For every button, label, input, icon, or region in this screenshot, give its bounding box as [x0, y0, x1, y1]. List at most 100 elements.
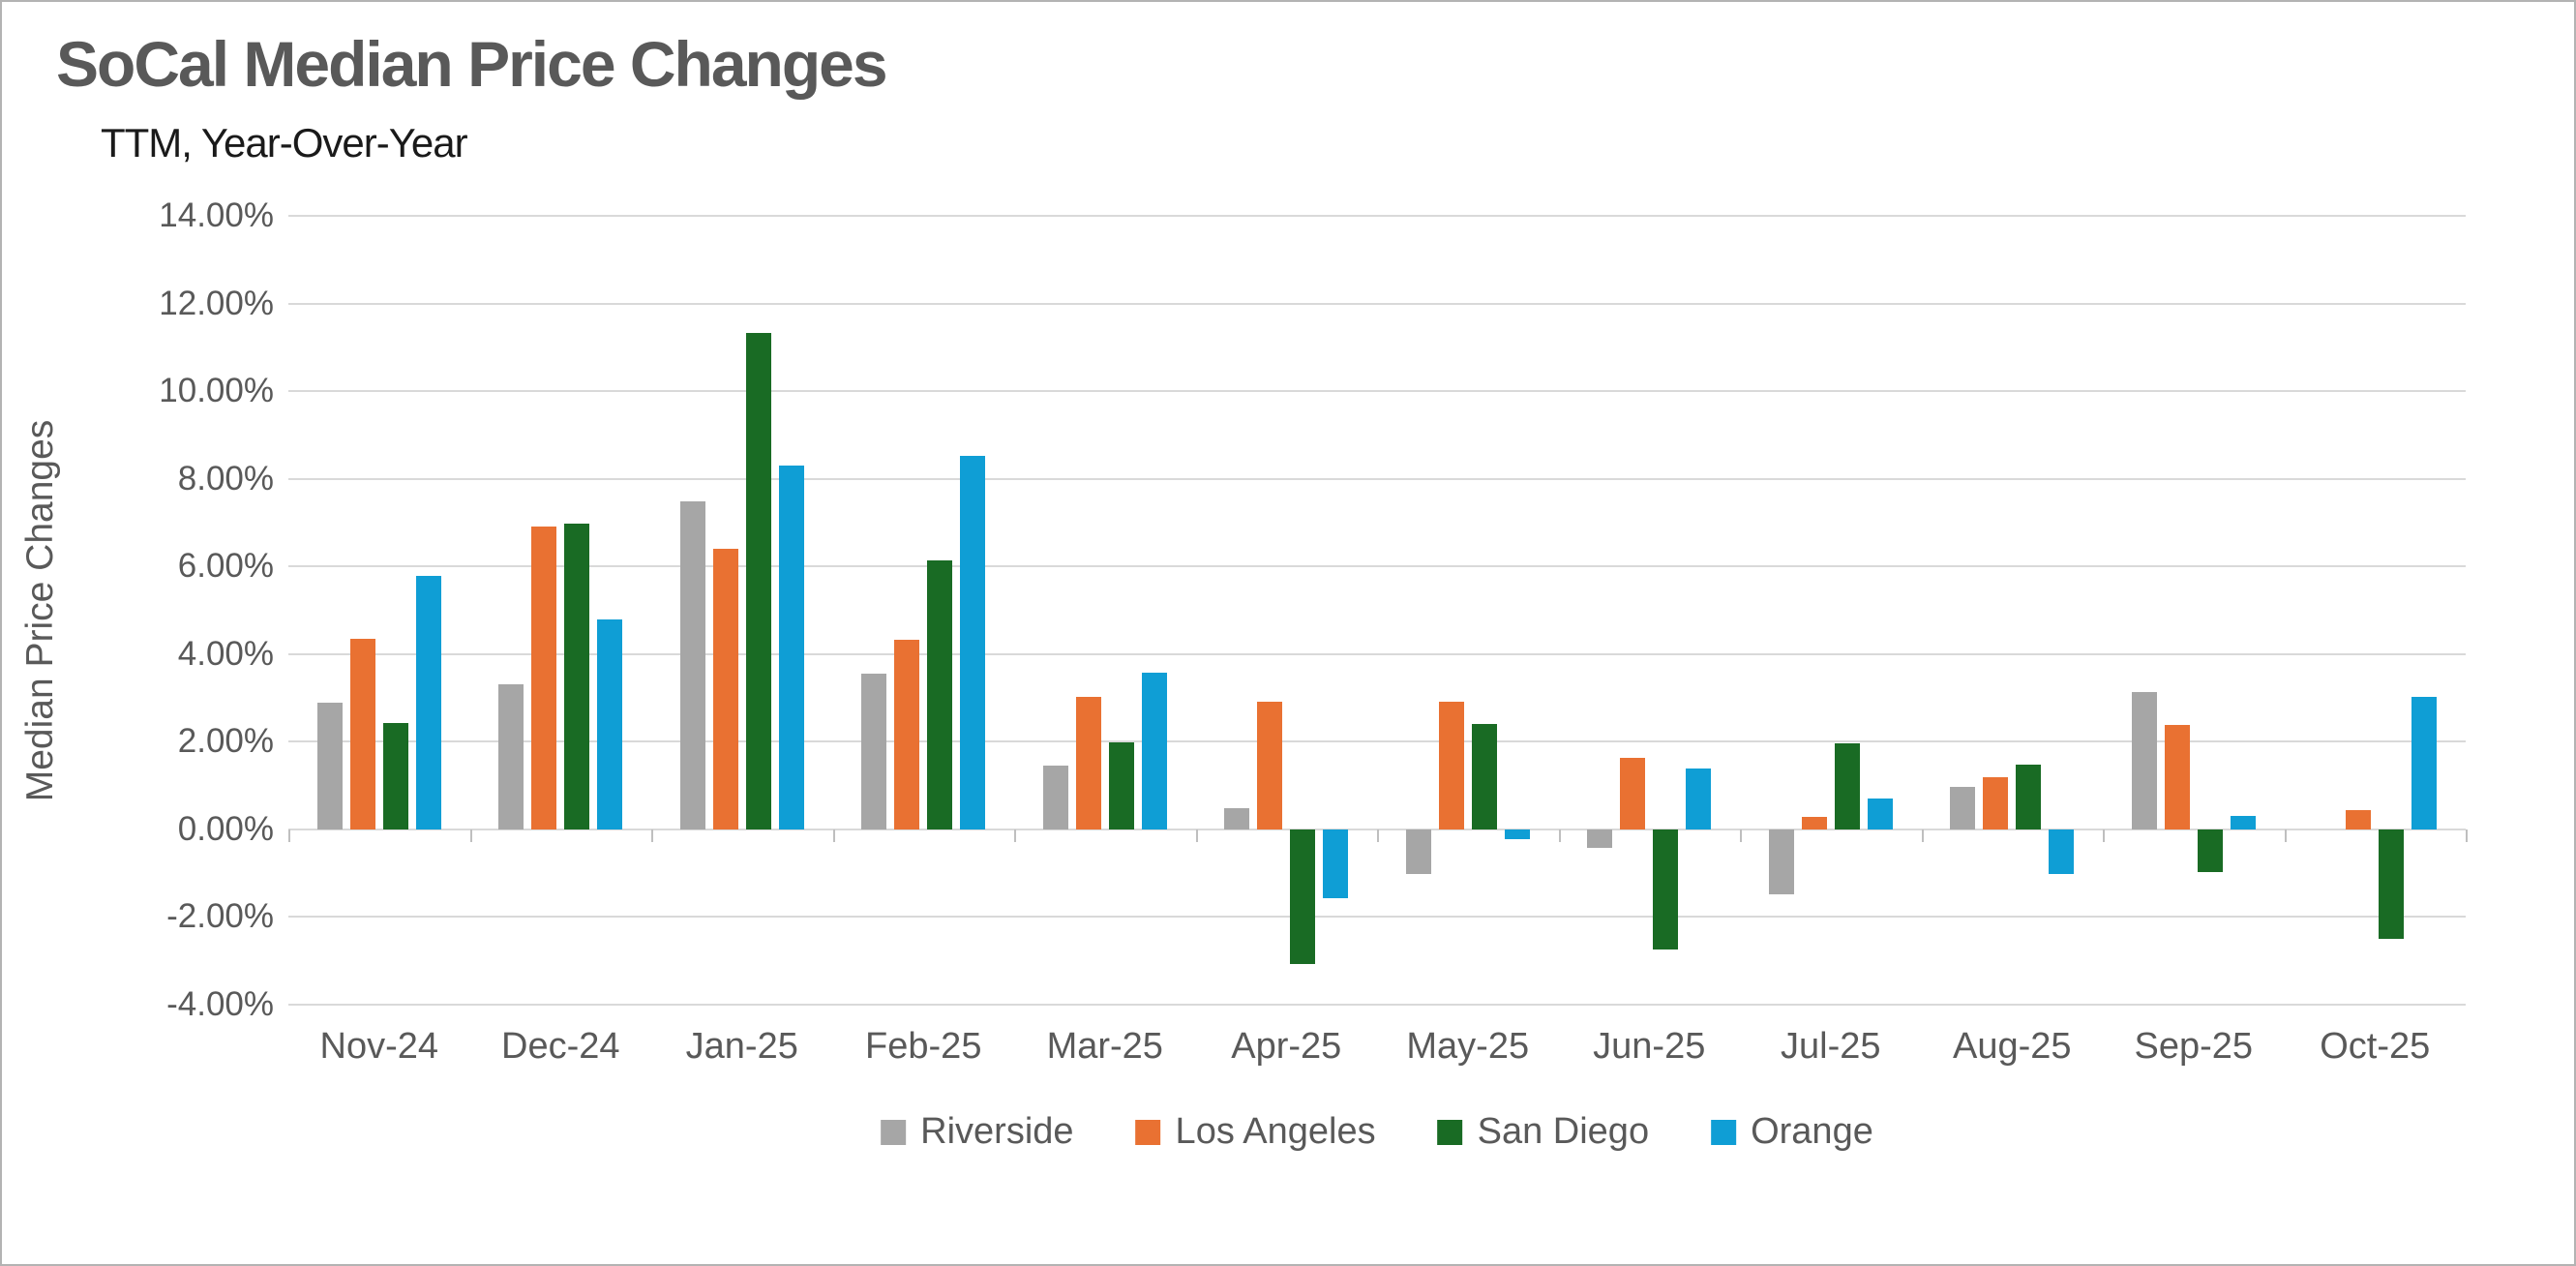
y-tick-label: 8.00%	[177, 459, 274, 497]
category-tick	[1559, 829, 1561, 842]
bar-orange-may-25	[1504, 829, 1530, 839]
bar-riverside-aug-25	[1950, 786, 1976, 829]
x-tick-label: Jan-25	[685, 1026, 798, 1067]
legend-item-los-angeles: Los Angeles	[1135, 1111, 1376, 1153]
gridline	[288, 916, 2466, 919]
y-tick-label: 10.00%	[159, 372, 274, 410]
bar-san-diego-aug-25	[2016, 764, 2042, 829]
bar-orange-jul-25	[1867, 798, 1893, 829]
bar-san-diego-dec-24	[564, 524, 590, 829]
bar-orange-feb-25	[960, 455, 986, 829]
bar-san-diego-jan-25	[745, 333, 771, 829]
bar-riverside-jun-25	[1587, 829, 1613, 849]
gridline	[288, 740, 2466, 743]
category-tick	[1922, 829, 1924, 842]
legend-item-orange: Orange	[1711, 1111, 1873, 1153]
bar-san-diego-feb-25	[927, 560, 953, 829]
category-tick	[470, 829, 472, 842]
bar-los-angeles-oct-25	[2346, 810, 2372, 829]
bar-san-diego-oct-25	[2379, 829, 2405, 940]
category-tick	[2103, 829, 2105, 842]
bar-orange-sep-25	[2230, 815, 2256, 829]
chart-subtitle: TTM, Year-Over-Year	[101, 120, 468, 166]
bar-orange-jun-25	[1686, 769, 1712, 829]
bar-riverside-feb-25	[861, 674, 887, 829]
y-tick-label: 0.00%	[177, 809, 274, 848]
x-tick-label: Feb-25	[865, 1026, 982, 1067]
x-tick-label: Jul-25	[1781, 1026, 1881, 1067]
gridline	[288, 1004, 2466, 1006]
bar-riverside-jan-25	[679, 500, 705, 829]
category-tick	[288, 829, 290, 842]
legend-label: Los Angeles	[1175, 1111, 1376, 1152]
category-tick	[1196, 829, 1198, 842]
legend-swatch-icon	[881, 1119, 907, 1145]
bar-san-diego-jun-25	[1653, 829, 1679, 950]
bar-los-angeles-feb-25	[894, 640, 920, 829]
x-tick-label: Nov-24	[319, 1026, 439, 1067]
legend-label: Orange	[1751, 1111, 1873, 1152]
bar-riverside-sep-25	[2131, 692, 2157, 829]
bar-riverside-nov-24	[316, 703, 343, 829]
y-tick-label: 12.00%	[159, 284, 274, 322]
x-tick-label: Aug-25	[1952, 1026, 2072, 1067]
chart-title: SoCal Median Price Changes	[56, 28, 888, 100]
category-tick	[651, 829, 653, 842]
bar-los-angeles-dec-24	[531, 527, 557, 829]
category-tick	[2466, 829, 2468, 842]
legend: Riverside Los Angeles San Diego Orange	[881, 1111, 1873, 1153]
legend-label: San Diego	[1477, 1111, 1650, 1152]
bar-orange-oct-25	[2411, 697, 2438, 829]
bar-orange-apr-25	[1323, 829, 1349, 898]
bar-los-angeles-jan-25	[712, 548, 738, 829]
x-tick-label: Oct-25	[2320, 1026, 2431, 1067]
legend-item-san-diego: San Diego	[1437, 1111, 1650, 1153]
bar-san-diego-jul-25	[1834, 743, 1860, 829]
y-tick-label: 2.00%	[177, 722, 274, 761]
legend-swatch-icon	[1135, 1119, 1161, 1145]
bar-riverside-apr-25	[1224, 807, 1250, 829]
category-tick	[833, 829, 835, 842]
category-tick	[1377, 829, 1379, 842]
x-tick-label: Mar-25	[1046, 1026, 1163, 1067]
bar-san-diego-mar-25	[1108, 741, 1134, 829]
bar-los-angeles-sep-25	[2164, 725, 2190, 829]
bar-orange-jan-25	[778, 465, 804, 829]
bar-san-diego-nov-24	[382, 722, 408, 829]
bar-san-diego-apr-25	[1290, 829, 1316, 964]
x-tick-label: May-25	[1406, 1026, 1530, 1067]
bar-los-angeles-aug-25	[1983, 777, 2009, 829]
bar-riverside-may-25	[1405, 829, 1431, 875]
bar-riverside-jul-25	[1768, 829, 1794, 895]
legend-label: Riverside	[920, 1111, 1074, 1152]
bar-orange-dec-24	[597, 619, 623, 829]
legend-item-riverside: Riverside	[881, 1111, 1074, 1153]
bar-orange-nov-24	[415, 576, 441, 829]
bar-orange-aug-25	[2049, 829, 2075, 874]
x-tick-label: Jun-25	[1593, 1026, 1706, 1067]
gridline	[288, 302, 2466, 305]
gridline	[288, 215, 2466, 217]
bar-los-angeles-apr-25	[1257, 701, 1283, 829]
y-tick-label: 14.00%	[159, 196, 274, 234]
category-tick	[1740, 829, 1742, 842]
bar-los-angeles-may-25	[1438, 701, 1464, 829]
gridline	[288, 652, 2466, 655]
gridline	[288, 477, 2466, 480]
x-tick-label: Dec-24	[501, 1026, 620, 1067]
bar-los-angeles-mar-25	[1075, 696, 1101, 829]
bar-riverside-mar-25	[1042, 766, 1068, 829]
bar-los-angeles-jun-25	[1620, 758, 1646, 829]
x-tick-label: Apr-25	[1231, 1026, 1342, 1067]
plot-area	[288, 215, 2468, 1006]
y-tick-label: 6.00%	[177, 547, 274, 586]
bar-los-angeles-jul-25	[1801, 817, 1827, 829]
bar-san-diego-may-25	[1471, 723, 1497, 829]
category-tick	[1014, 829, 1016, 842]
bar-riverside-dec-24	[498, 684, 524, 829]
bar-los-angeles-nov-24	[349, 638, 375, 829]
category-tick	[2285, 829, 2287, 842]
y-tick-label: 4.00%	[177, 634, 274, 673]
y-tick-label: -4.00%	[166, 985, 274, 1023]
bar-orange-mar-25	[1141, 673, 1167, 829]
